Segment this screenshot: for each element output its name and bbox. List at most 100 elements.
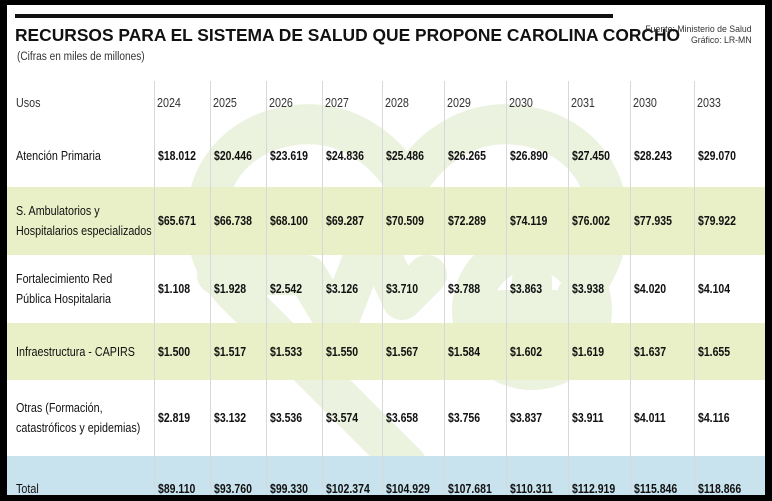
value-cell: $29.070 (694, 124, 765, 187)
cell-value: $28.243 (633, 148, 672, 163)
year-header-cell: 2028 (382, 81, 445, 124)
value-cell: $3.911 (568, 380, 631, 456)
cell-value: $26.265 (447, 148, 486, 163)
source-credits: Fuente: Ministerio de Salud Gráfico: LR-… (636, 24, 752, 46)
cell-value: $25.486 (385, 148, 424, 163)
value-cell: $3.536 (266, 380, 323, 456)
value-cell: $24.836 (322, 124, 383, 187)
row-label-cell: Total (7, 456, 155, 496)
cell-value: $3.132 (213, 411, 246, 425)
cell-value: $4.104 (697, 282, 730, 296)
value-cell: $3.756 (444, 380, 507, 456)
value-cell: $66.738 (210, 187, 267, 255)
value-cell: $4.104 (694, 255, 765, 323)
value-cell: $99.330 (266, 456, 323, 496)
value-cell: $28.243 (630, 124, 695, 187)
year-header-cell: 2031 (568, 81, 631, 124)
cell-value: $89.110 (157, 481, 195, 496)
cell-value: $102.374 (325, 481, 370, 496)
value-cell: $1.517 (210, 323, 267, 380)
year-label: 2033 (696, 95, 721, 110)
year-label: 2024 (156, 95, 181, 110)
value-cell: $76.002 (568, 187, 631, 255)
value-cell: $1.602 (506, 323, 569, 380)
year-header-cell: 2027 (322, 81, 383, 124)
cell-value: $115.846 (633, 481, 677, 496)
value-cell: $68.100 (266, 187, 323, 255)
value-cell: $4.020 (630, 255, 695, 323)
row-header-label: Usos (16, 95, 41, 110)
table-row: Otras (Formación, catastróficos y epidemi… (7, 380, 765, 456)
cell-value: $70.509 (385, 214, 424, 228)
cell-value: $68.100 (269, 214, 308, 228)
cell-value: $1.602 (509, 344, 542, 359)
cell-value: $3.911 (571, 411, 604, 425)
cell-value: $118.866 (697, 481, 741, 496)
cell-value: $1.655 (697, 344, 730, 359)
row-label: Total (16, 481, 39, 496)
cell-value: $110.311 (509, 481, 553, 496)
value-cell: $3.863 (506, 255, 569, 323)
value-cell: $26.265 (444, 124, 507, 187)
row-header-cell: Usos (7, 81, 155, 124)
value-cell: $3.788 (444, 255, 507, 323)
year-label: 2028 (384, 95, 409, 110)
cell-value: $104.929 (385, 481, 430, 496)
value-cell: $93.760 (210, 456, 267, 495)
cell-value: $3.710 (385, 282, 418, 296)
value-cell: $20.446 (210, 124, 267, 187)
infographic-card: RECURSOS PARA EL SISTEMA DE SALUD QUE PR… (7, 5, 765, 495)
value-cell: $112.919 (568, 456, 631, 495)
value-cell: $115.846 (630, 456, 695, 496)
value-cell: $3.837 (506, 380, 569, 456)
year-label: 2025 (212, 95, 237, 110)
row-label: Atención Primaria (16, 148, 101, 163)
cell-value: $66.738 (213, 214, 252, 228)
row-label-cell: Infraestructura - CAPIRS (7, 323, 155, 380)
value-cell: $104.929 (382, 456, 445, 496)
cell-value: $1.500 (157, 344, 190, 359)
value-cell: $1.567 (382, 323, 445, 380)
row-label-cell: Fortalecimiento Red Pública Hospitalaria (7, 255, 155, 323)
value-cell: $74.119 (506, 187, 569, 255)
cell-value: $18.012 (157, 148, 196, 163)
row-label: S. Ambulatorios y (16, 204, 100, 218)
year-label: 2027 (324, 95, 349, 110)
header-row: Usos 2024 2025 2026 2027 2028 2029 2030 2031 2030… (7, 81, 765, 124)
value-cell: $77.935 (630, 187, 695, 255)
value-cell: $27.450 (568, 124, 631, 187)
cell-value: $20.446 (213, 148, 252, 163)
value-cell: $1.550 (322, 323, 383, 380)
cell-value: $29.070 (697, 148, 736, 163)
year-label: 2026 (268, 95, 293, 110)
value-cell: $3.574 (322, 380, 383, 456)
year-header-cell: 2033 (694, 81, 765, 124)
year-label: 2031 (570, 95, 595, 110)
value-cell: $89.110 (154, 456, 211, 496)
cell-value: $2.819 (157, 411, 190, 425)
table-row: Fortalecimiento Red Pública Hospitalaria $… (7, 255, 765, 323)
cell-value: $3.756 (447, 411, 480, 425)
row-label: Fortalecimiento Red (16, 272, 113, 286)
cell-value: $1.108 (157, 282, 190, 296)
table-row: Atención Primaria $18.012 $20.446 $23.619 $2… (7, 124, 765, 187)
table-row: Infraestructura - CAPIRS $1.500 $1.517 $1.5… (7, 323, 765, 380)
value-cell: $69.287 (322, 187, 383, 255)
value-cell: $25.486 (382, 124, 445, 187)
row-label-cell: Otras (Formación, catastróficos y epidemi… (7, 380, 155, 456)
value-cell: $4.116 (694, 380, 765, 456)
chart-subtitle: (Cifras en miles de millones) (17, 51, 145, 63)
cell-value: $2.542 (269, 282, 302, 296)
value-cell: $1.533 (266, 323, 323, 380)
value-cell: $4.011 (630, 380, 695, 456)
value-cell: $18.012 (154, 124, 211, 187)
cell-value: $1.928 (213, 282, 246, 296)
row-label: Hospitalarios especializados (16, 224, 152, 238)
cell-value: $1.637 (633, 344, 666, 359)
cell-value: $1.619 (571, 344, 604, 359)
cell-value: $99.330 (269, 481, 308, 496)
value-cell: $1.584 (444, 323, 507, 380)
value-cell: $65.671 (154, 187, 211, 255)
cell-value: $72.289 (447, 214, 486, 228)
row-label: Otras (Formación, (16, 401, 103, 415)
